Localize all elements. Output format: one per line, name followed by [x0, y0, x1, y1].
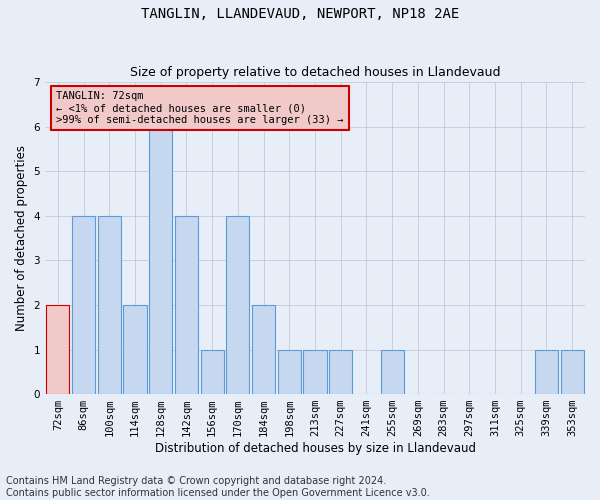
Bar: [380, 350, 404, 394]
Y-axis label: Number of detached properties: Number of detached properties: [15, 145, 28, 331]
Text: TANGLIN, LLANDEVAUD, NEWPORT, NP18 2AE: TANGLIN, LLANDEVAUD, NEWPORT, NP18 2AE: [141, 8, 459, 22]
Bar: [535, 350, 558, 394]
Title: Size of property relative to detached houses in Llandevaud: Size of property relative to detached ho…: [130, 66, 500, 80]
Bar: [98, 216, 121, 394]
X-axis label: Distribution of detached houses by size in Llandevaud: Distribution of detached houses by size …: [155, 442, 476, 455]
Bar: [124, 305, 146, 394]
Bar: [304, 350, 326, 394]
Bar: [200, 350, 224, 394]
Bar: [149, 126, 172, 394]
Text: Contains HM Land Registry data © Crown copyright and database right 2024.
Contai: Contains HM Land Registry data © Crown c…: [6, 476, 430, 498]
Bar: [329, 350, 352, 394]
Bar: [252, 305, 275, 394]
Bar: [278, 350, 301, 394]
Bar: [560, 350, 584, 394]
Bar: [72, 216, 95, 394]
Text: TANGLIN: 72sqm
← <1% of detached houses are smaller (0)
>99% of semi-detached ho: TANGLIN: 72sqm ← <1% of detached houses …: [56, 92, 343, 124]
Bar: [175, 216, 198, 394]
Bar: [226, 216, 250, 394]
Bar: [46, 305, 70, 394]
